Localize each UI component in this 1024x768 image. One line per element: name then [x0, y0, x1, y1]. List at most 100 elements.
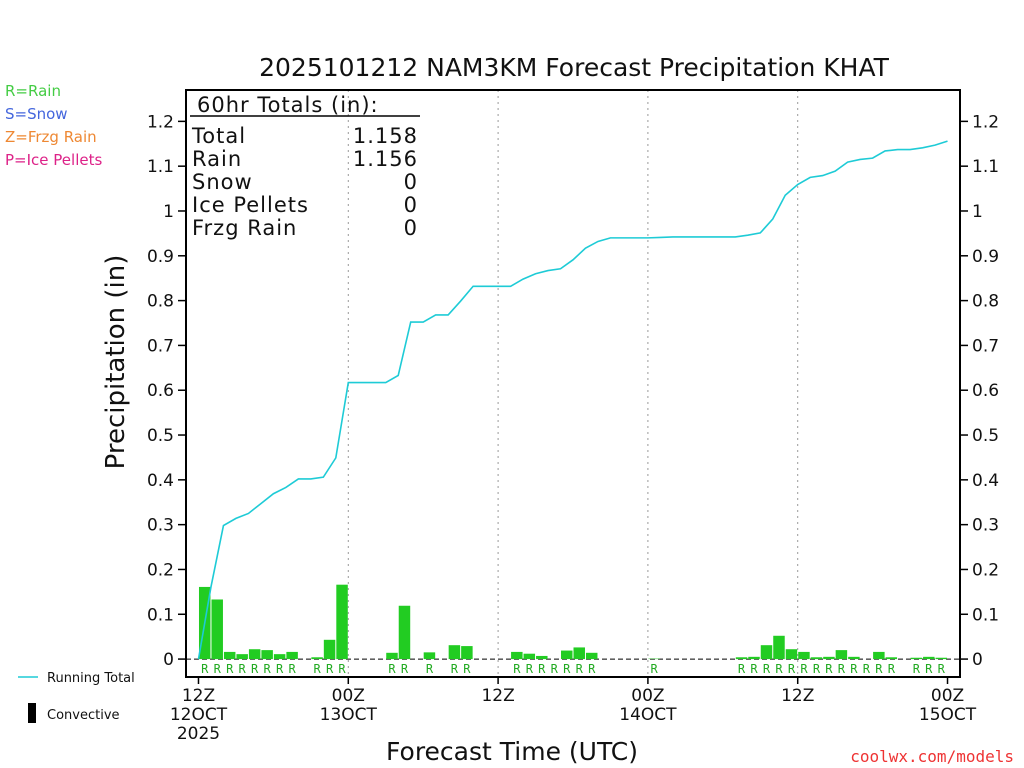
grid-lines — [186, 90, 960, 677]
precip-bar — [735, 657, 748, 660]
totals-box: 60hr Totals (in): Total 1.158 Rain 1.156 Snow… — [190, 93, 420, 240]
y-axis-label: Precipitation (in) — [101, 255, 131, 470]
rain-mark: R — [651, 662, 659, 676]
rain-mark: R — [401, 662, 409, 676]
rain-mark: R — [800, 662, 808, 676]
rain-mark: R — [763, 662, 771, 676]
rain-mark: R — [850, 662, 858, 676]
y-tick-label-left: 0 — [163, 650, 174, 670]
y-tick-label-left: 0.7 — [147, 336, 174, 356]
precip-bar — [448, 645, 461, 660]
rain-mark: R — [738, 662, 746, 676]
precip-bar — [323, 639, 336, 660]
y-tick-label-right: 0.9 — [972, 247, 999, 267]
rain-mark: R — [863, 662, 871, 676]
precip-bar — [573, 647, 585, 660]
y-tick-label-left: 0.6 — [147, 381, 174, 401]
rain-mark: R — [226, 662, 234, 676]
plot-frame — [185, 89, 961, 678]
totals-row-value: 1.158 — [353, 124, 418, 148]
y-tick-label-right: 0 — [972, 650, 983, 670]
y-tick-label-left: 0.3 — [147, 516, 174, 536]
running-total-legend-label: Running Total — [47, 671, 135, 686]
precip-bar — [398, 605, 411, 660]
credit-text: coolwx.com/models — [850, 747, 1014, 766]
y-tick-label-right: 1.1 — [972, 157, 999, 177]
precip-bar — [923, 656, 935, 660]
totals-heading: 60hr Totals (in): — [197, 93, 379, 117]
rain-mark: R — [338, 662, 346, 676]
rain-mark: R — [938, 662, 946, 676]
series-legend: Running Total Convective — [18, 671, 135, 723]
precip-bar — [223, 651, 236, 660]
precip-legend-item: Z=Frzg Rain — [5, 128, 97, 146]
rain-mark: R — [925, 662, 933, 676]
y-tick-label-right: 1.2 — [972, 112, 999, 132]
totals-row-label: Rain — [192, 147, 242, 171]
precip-type-legend: R=Rain S=Snow Z=Frzg Rain P=Ice Pellets — [5, 82, 102, 169]
precip-bar — [810, 657, 823, 660]
rain-mark: R — [201, 662, 209, 676]
rain-mark: R — [813, 662, 821, 676]
x-tick-label: 12Z — [781, 686, 814, 706]
x-tick-label: 15OCT — [919, 705, 977, 725]
rain-mark: R — [788, 662, 796, 676]
rain-mark: R — [750, 662, 758, 676]
rain-mark: R — [888, 662, 896, 676]
y-tick-label-left: 1.1 — [147, 157, 174, 177]
precip-bar — [773, 635, 785, 660]
totals-row-label: Ice Pellets — [192, 193, 309, 217]
precip-bar — [760, 645, 773, 660]
precip-bar — [311, 657, 323, 660]
totals-row-value: 1.156 — [353, 147, 418, 171]
rain-mark: R — [825, 662, 833, 676]
precip-bar — [536, 655, 548, 660]
precip-bar — [236, 654, 248, 660]
rain-mark: R — [588, 662, 596, 676]
x-tick-label: 00Z — [631, 686, 664, 706]
precip-bar — [423, 652, 436, 660]
y-tick-label-right: 0.2 — [972, 560, 999, 580]
precip-bar — [848, 656, 860, 660]
rain-mark: R — [913, 662, 921, 676]
precip-bar — [885, 657, 898, 660]
rain-mark: R — [526, 662, 534, 676]
rain-mark: R — [426, 662, 434, 676]
precip-bar — [823, 656, 835, 660]
x-axis-label: Forecast Time (UTC) — [386, 737, 638, 766]
rain-mark: R — [551, 662, 559, 676]
y-tick-label-right: 0.3 — [972, 516, 999, 536]
precip-bar — [248, 649, 261, 660]
precip-bar — [523, 653, 536, 660]
precip-bar — [511, 651, 523, 660]
rain-mark: R — [288, 662, 296, 676]
y-axis-right: 0 0.1 0.2 0.3 0.4 0.5 0.6 0.7 0.8 0.9 1 1.1 1.2 — [960, 112, 999, 670]
y-tick-label-left: 0.4 — [147, 471, 174, 491]
y-tick-label-left: 1.2 — [147, 112, 174, 132]
y-tick-label-right: 0.4 — [972, 471, 999, 491]
y-tick-label-right: 0.1 — [972, 605, 999, 625]
y-tick-label-left: 0.1 — [147, 605, 174, 625]
y-tick-label-right: 0.7 — [972, 336, 999, 356]
y-tick-label-right: 1 — [972, 202, 983, 222]
totals-row-label: Frzg Rain — [192, 216, 297, 240]
rain-mark: R — [326, 662, 334, 676]
precip-bar — [835, 650, 848, 660]
precip-bar — [873, 651, 885, 660]
precip-bar — [336, 584, 348, 660]
precip-bar — [261, 650, 273, 660]
precip-bar — [211, 599, 223, 660]
precip-bar — [561, 650, 573, 660]
rain-mark: R — [239, 662, 247, 676]
y-tick-label-right: 0.8 — [972, 292, 999, 312]
rain-mark: R — [463, 662, 471, 676]
rain-mark: R — [276, 662, 284, 676]
precip-legend-item: P=Ice Pellets — [5, 151, 102, 169]
totals-row-value: 0 — [404, 216, 418, 240]
y-tick-label-left: 0.9 — [147, 247, 174, 267]
running-total-series — [197, 140, 948, 660]
y-tick-label-left: 0.8 — [147, 292, 174, 312]
rain-mark: R — [775, 662, 783, 676]
